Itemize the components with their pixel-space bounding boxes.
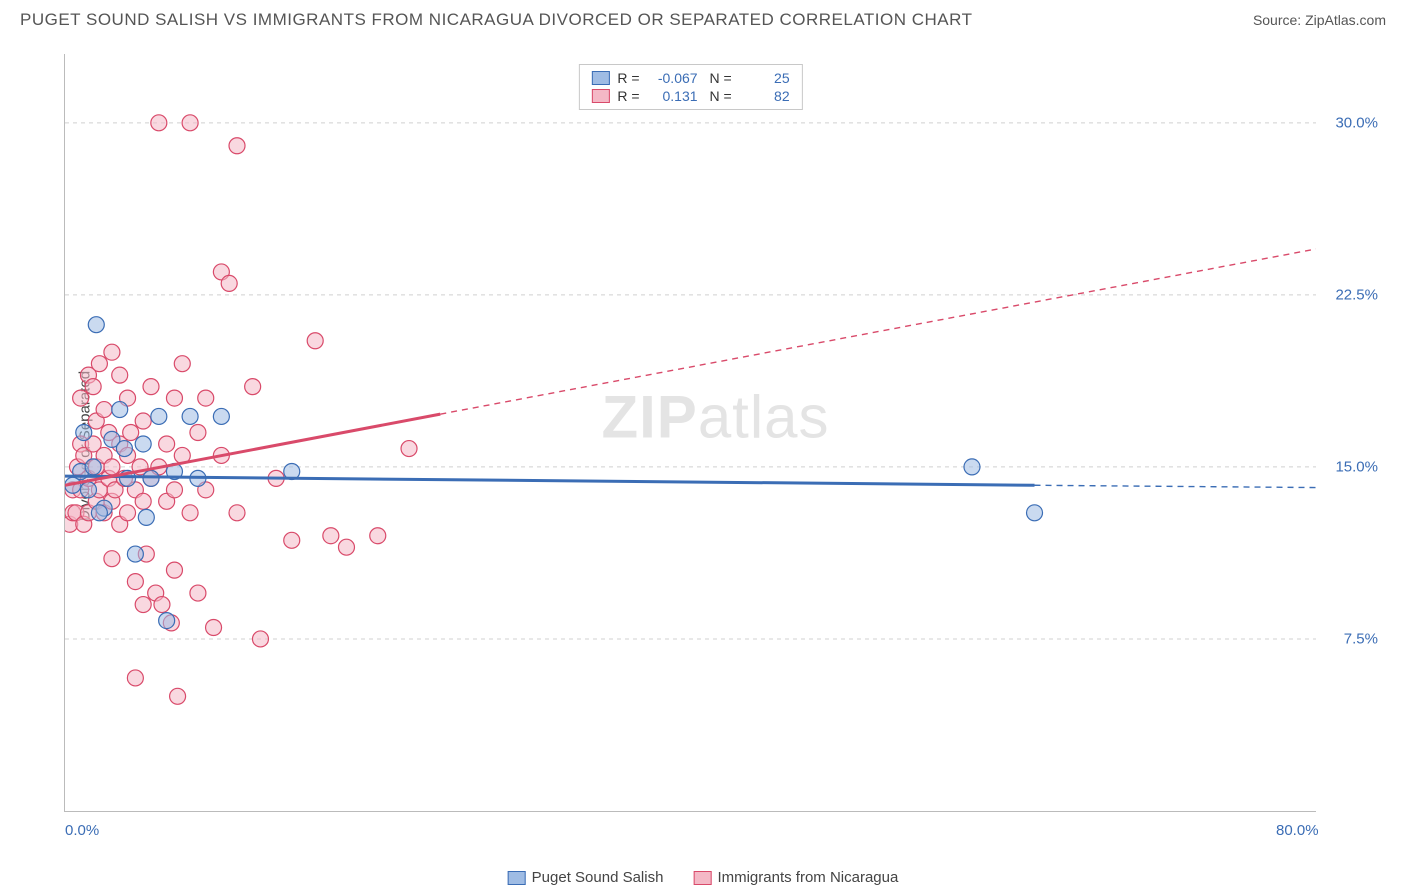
legend-stats-row: R = -0.067 N = 25 <box>591 69 789 87</box>
chart-wrapper: Divorced or Separated ZIPatlas R = -0.06… <box>20 40 1386 852</box>
legend-label: Puget Sound Salish <box>532 869 664 886</box>
legend-r-label: R = <box>617 88 639 104</box>
legend-r-label: R = <box>617 70 639 86</box>
x-tick-label: 80.0% <box>1276 822 1319 839</box>
legend-item: Puget Sound Salish <box>508 869 664 886</box>
legend-item: Immigrants from Nicaragua <box>693 869 898 886</box>
legend-swatch-icon <box>591 89 609 103</box>
y-tick-label: 15.0% <box>1335 458 1378 475</box>
y-tick-label: 22.5% <box>1335 286 1378 303</box>
source-label: Source: ZipAtlas.com <box>1253 12 1386 28</box>
legend-swatch-icon <box>693 871 711 885</box>
legend-stats: R = -0.067 N = 25 R = 0.131 N = 82 <box>578 64 802 110</box>
plot-area: ZIPatlas R = -0.067 N = 25 R = 0.131 N =… <box>64 54 1316 812</box>
legend-swatch-icon <box>591 71 609 85</box>
legend-n-label: N = <box>706 88 732 104</box>
header: PUGET SOUND SALISH VS IMMIGRANTS FROM NI… <box>0 0 1406 36</box>
legend-swatch-icon <box>508 871 526 885</box>
chart-title: PUGET SOUND SALISH VS IMMIGRANTS FROM NI… <box>20 10 973 30</box>
x-tick-label: 0.0% <box>65 822 99 839</box>
legend-n-label: N = <box>706 70 732 86</box>
legend-r-value: -0.067 <box>648 70 698 86</box>
legend-bottom: Puget Sound Salish Immigrants from Nicar… <box>508 869 899 886</box>
legend-n-value: 82 <box>740 88 790 104</box>
y-tick-label: 30.0% <box>1335 114 1378 131</box>
legend-stats-row: R = 0.131 N = 82 <box>591 87 789 105</box>
legend-r-value: 0.131 <box>648 88 698 104</box>
y-tick-label: 7.5% <box>1344 630 1378 647</box>
legend-n-value: 25 <box>740 70 790 86</box>
legend-label: Immigrants from Nicaragua <box>717 869 898 886</box>
